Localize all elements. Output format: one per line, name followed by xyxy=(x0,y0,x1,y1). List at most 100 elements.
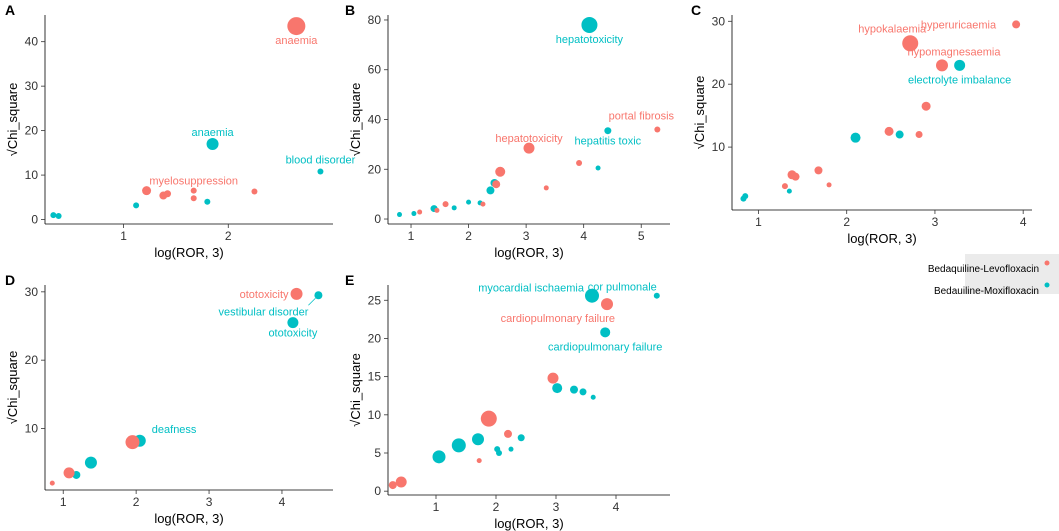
x-tick-label: 1 xyxy=(120,229,127,243)
data-point xyxy=(654,126,661,133)
x-tick-label: 1 xyxy=(408,229,415,243)
x-tick-label: 2 xyxy=(133,495,140,509)
legend-key xyxy=(1044,260,1050,266)
x-tick-label: 1 xyxy=(433,500,440,514)
x-tick-label: 2 xyxy=(225,229,232,243)
x-tick-label: 2 xyxy=(493,500,500,514)
data-point xyxy=(397,212,403,218)
point-annotation: electrolyte imbalance xyxy=(908,74,1011,86)
panel-d: D 1 2 3 4 10 20 30 log(ROR, 3) √Chi_squaredeafnes… xyxy=(5,272,333,526)
data-point xyxy=(495,166,506,177)
data-point xyxy=(63,467,75,479)
panel-label: B xyxy=(345,2,355,18)
point-annotation: blood disorder xyxy=(286,155,356,167)
y-tick-label: 20 xyxy=(368,162,382,176)
data-point xyxy=(791,172,800,181)
data-point xyxy=(786,188,792,194)
point-annotation: cardiopulmonary failure xyxy=(501,313,615,325)
panel-label: E xyxy=(345,272,354,288)
data-point xyxy=(432,450,446,464)
x-axis-title: log(ROR, 3) xyxy=(494,245,563,260)
data-point xyxy=(125,435,140,450)
data-point xyxy=(547,372,559,384)
data-point xyxy=(314,291,323,300)
panel-label: D xyxy=(5,272,15,288)
data-point xyxy=(781,183,788,190)
y-tick-label: 20 xyxy=(368,331,382,345)
y-tick-label: 20 xyxy=(25,124,39,138)
x-tick-label: 5 xyxy=(638,229,645,243)
data-point xyxy=(49,480,55,486)
data-point xyxy=(190,195,197,202)
data-point xyxy=(814,166,823,175)
y-tick-label: 20 xyxy=(712,77,726,91)
data-point xyxy=(895,130,904,139)
panel-c: C 1 2 3 4 10 20 30 log(ROR, 3) √Chi_square electro… xyxy=(691,2,1032,246)
point-annotation: anaemia xyxy=(191,127,234,139)
y-tick-label: 30 xyxy=(25,285,39,299)
data-point xyxy=(204,198,211,205)
y-tick-label: 80 xyxy=(368,13,382,27)
x-tick-label: 1 xyxy=(755,215,762,229)
data-point xyxy=(251,188,258,195)
data-point xyxy=(581,16,598,33)
data-point xyxy=(480,201,486,207)
data-point xyxy=(850,132,861,143)
data-point xyxy=(653,292,660,299)
data-point xyxy=(595,165,601,171)
data-point xyxy=(570,385,578,394)
x-tick-label: 1 xyxy=(60,495,67,509)
data-point xyxy=(84,456,97,469)
y-tick-label: 10 xyxy=(368,408,382,422)
y-axis-title: √Chi_square xyxy=(5,83,20,157)
y-tick-label: 20 xyxy=(25,353,39,367)
data-point xyxy=(476,458,482,464)
y-tick-label: 0 xyxy=(374,484,381,498)
point-annotation: hepatotoxicity xyxy=(495,133,563,145)
data-point xyxy=(826,182,832,188)
data-point xyxy=(552,383,563,394)
data-point xyxy=(480,410,497,427)
panel-e: E 1 2 3 4 0 5 10 15 20 25 log(ROR, 3) √Chi_square myo… xyxy=(345,272,670,531)
data-point xyxy=(1012,20,1021,29)
panel-label: C xyxy=(691,2,701,18)
legend-key xyxy=(1044,282,1050,288)
legend-entry-label: Bedaquiline-Levofloxacin xyxy=(928,264,1039,275)
y-tick-label: 5 xyxy=(374,446,381,460)
data-point xyxy=(466,199,472,205)
data-point xyxy=(508,446,514,452)
point-annotation: hypokalaemia xyxy=(858,23,927,35)
data-point xyxy=(954,59,966,71)
data-point xyxy=(517,434,525,442)
data-point xyxy=(287,17,306,36)
x-tick-label: 3 xyxy=(932,215,939,229)
y-tick-label: 30 xyxy=(712,14,726,28)
data-point xyxy=(164,190,172,198)
data-point xyxy=(472,433,484,446)
data-point xyxy=(590,394,596,400)
point-annotation: portal fibrosis xyxy=(609,110,675,122)
y-tick-label: 40 xyxy=(25,35,39,49)
x-tick-label: 4 xyxy=(1020,215,1027,229)
data-point xyxy=(600,327,611,338)
x-tick-label: 4 xyxy=(613,500,620,514)
y-tick-label: 0 xyxy=(374,212,381,226)
data-point xyxy=(604,127,612,135)
data-point xyxy=(287,317,299,329)
y-tick-label: 10 xyxy=(712,140,726,154)
annotation-connector xyxy=(308,297,316,306)
x-axis-title: log(ROR, 3) xyxy=(154,511,223,526)
y-axis-title: √Chi_square xyxy=(692,76,707,150)
data-point xyxy=(442,201,449,208)
legend-background xyxy=(965,254,1059,294)
point-annotation: cor pulmonale xyxy=(588,282,657,294)
point-annotation: vestibular disorder xyxy=(219,306,309,318)
y-tick-label: 10 xyxy=(25,168,39,182)
y-tick-label: 10 xyxy=(25,422,39,436)
point-annotation: hyperuricaemia xyxy=(921,19,997,31)
y-axis-title: √Chi_square xyxy=(348,83,363,157)
data-point xyxy=(492,180,501,189)
data-point xyxy=(395,476,407,488)
